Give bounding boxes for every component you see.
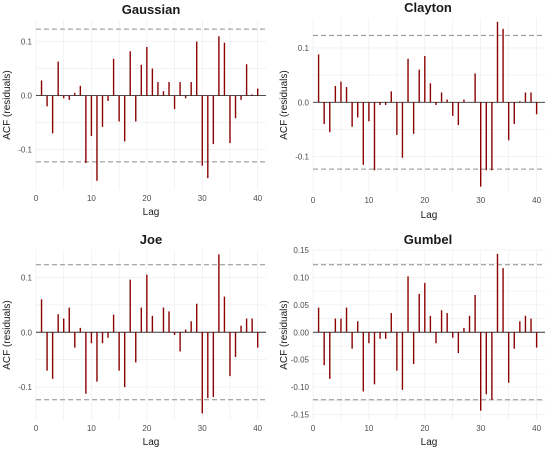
x-tick-label: 30 — [198, 194, 207, 203]
y-tick-label: 0.05 — [293, 301, 309, 310]
y-tick-label: -0.1 — [18, 383, 32, 392]
y-tick-label: 0.1 — [21, 38, 33, 47]
panel-title: Joe — [140, 232, 162, 247]
panel-gaussian: 0 10 20 30 40 -0.1 0.0 0.1 Gaussian Lag ACF (resid… — [2, 2, 266, 218]
y-tick-label: 0.0 — [298, 98, 310, 107]
x-tick-label: 0 — [34, 194, 39, 203]
y-tick-label: 0.1 — [298, 44, 310, 53]
y-tick-label: 0.1 — [21, 273, 33, 282]
x-tick-label: 20 — [420, 196, 429, 205]
x-tick-label: 20 — [142, 424, 151, 433]
y-tick-label: 0.0 — [21, 92, 33, 101]
x-tick-label: 10 — [87, 424, 96, 433]
y-tick-label: -0.1 — [295, 153, 309, 162]
x-axis-label: Lag — [421, 210, 438, 221]
panel-title: Clayton — [404, 0, 452, 15]
x-axis-label: Lag — [143, 437, 160, 448]
y-tick-label: -0.10 — [291, 383, 310, 392]
panel-gumbel: 0 10 20 30 40 -0.15 -0.10 -0.05 0.00 0.05 0.10 0.15… — [279, 232, 545, 448]
x-tick-label: 30 — [198, 424, 207, 433]
y-tick-label: 0.0 — [21, 328, 33, 337]
panel-joe: 0 10 20 30 40 -0.1 0.0 0.1 Joe Lag ACF (residuals) — [2, 232, 266, 448]
y-tick-label: 0.15 — [293, 246, 309, 255]
x-tick-label: 30 — [476, 424, 485, 433]
y-axis-label: ACF (residuals) — [279, 300, 290, 369]
x-tick-label: 10 — [87, 194, 96, 203]
x-tick-label: 20 — [420, 424, 429, 433]
x-tick-label: 40 — [532, 196, 541, 205]
y-tick-label: -0.15 — [291, 411, 310, 420]
x-tick-label: 10 — [364, 196, 373, 205]
x-tick-label: 0 — [311, 424, 316, 433]
x-axis-label: Lag — [143, 207, 160, 218]
y-axis-label: ACF (residuals) — [279, 70, 290, 139]
x-tick-label: 40 — [253, 194, 262, 203]
y-axis-label: ACF (residuals) — [2, 70, 13, 139]
y-axis-label: ACF (residuals) — [2, 300, 13, 369]
x-tick-label: 20 — [142, 194, 151, 203]
panel-title: Gumbel — [404, 232, 452, 247]
panel-title: Gaussian — [122, 2, 181, 17]
y-tick-label: 0.00 — [293, 328, 309, 337]
y-tick-label: -0.1 — [18, 146, 32, 155]
x-tick-label: 40 — [532, 424, 541, 433]
x-tick-label: 40 — [253, 424, 262, 433]
x-tick-label: 30 — [476, 196, 485, 205]
y-tick-label: 0.10 — [293, 273, 309, 282]
x-tick-label: 0 — [34, 424, 39, 433]
x-tick-label: 0 — [311, 196, 316, 205]
y-tick-label: -0.05 — [291, 356, 310, 365]
x-tick-label: 10 — [364, 424, 373, 433]
panel-clayton: 0 10 20 30 40 -0.1 0.0 0.1 Clayton Lag ACF (residu… — [279, 0, 545, 221]
x-axis-label: Lag — [421, 437, 438, 448]
